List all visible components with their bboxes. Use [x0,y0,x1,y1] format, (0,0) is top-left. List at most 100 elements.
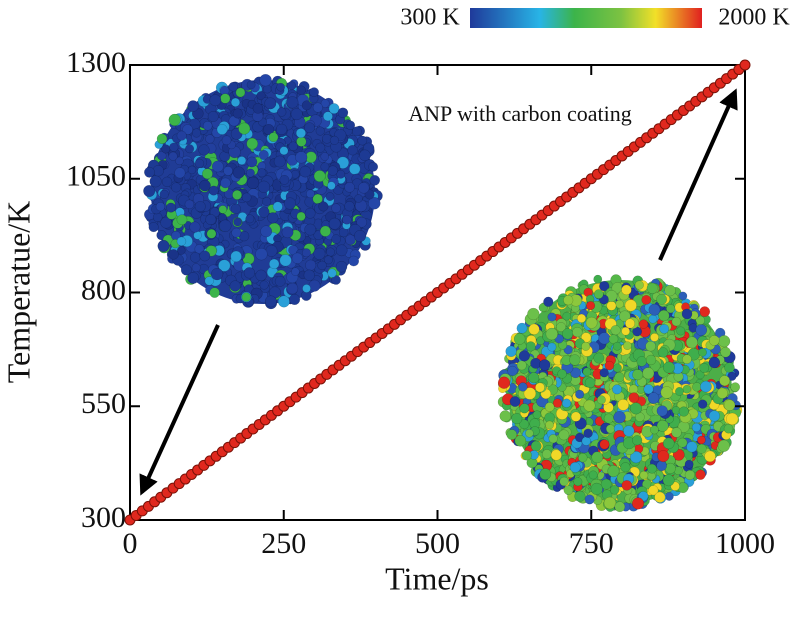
atom [246,176,260,190]
atom [335,244,348,257]
atom [176,214,188,226]
atom [505,345,517,357]
atom [159,189,169,200]
atom [211,160,224,173]
atom [532,410,542,419]
atom [180,264,192,276]
atom [230,97,241,107]
atom [569,461,581,473]
atom [246,168,255,178]
atom [199,179,211,192]
atom [273,155,286,168]
atom [263,124,275,136]
atom [156,133,168,145]
atom [648,485,659,496]
x-tick-label: 0 [123,527,138,560]
atom [209,94,222,107]
atom [328,217,341,230]
atom [726,412,739,426]
atom [304,223,317,236]
atom [550,449,562,461]
atom [344,201,355,212]
atom [327,181,336,190]
atom [295,128,306,139]
atom [161,144,171,154]
atom [279,146,289,156]
atom [678,291,688,301]
atom [354,194,363,203]
atom [516,360,527,371]
atom [730,382,741,392]
atom [511,412,523,425]
atom [275,123,288,136]
atom [276,82,285,92]
atom [596,395,606,405]
atom [296,211,306,221]
atom [291,252,304,265]
atom [700,380,712,393]
atom [632,435,643,446]
atom [309,87,319,97]
atom [260,225,273,238]
atom [624,299,637,312]
atom [545,420,554,430]
atom [267,212,279,224]
atom [368,196,381,210]
atom [507,365,518,377]
atom [231,227,242,238]
atom [704,450,716,463]
atom [643,384,654,395]
atom [545,327,558,341]
atom [677,437,688,448]
atom [161,176,173,188]
atom [295,151,308,164]
atom [286,96,299,109]
atom [279,254,292,267]
atom [207,111,219,123]
atom [612,341,622,351]
atom [202,121,213,131]
atom [648,314,658,324]
atom [218,259,231,272]
atom [548,434,558,444]
atom [174,167,186,179]
atom [586,301,596,311]
atom [629,402,642,415]
atom [331,203,341,214]
atom [691,422,701,432]
arrow [658,88,738,261]
colorbar-min-label: 300 K [400,5,460,31]
y-tick-label: 800 [81,273,126,306]
atom [617,399,630,411]
atom [156,150,167,161]
atom [612,363,622,373]
atom [543,296,554,307]
atom [342,214,352,225]
atom [648,303,661,316]
atom [206,228,217,239]
atom [191,263,201,273]
atom [313,247,326,260]
atom [607,465,620,478]
atom [303,269,315,281]
atom [199,250,211,262]
atom [708,410,721,422]
atom [369,174,381,186]
atom [624,318,636,329]
atom [301,248,311,258]
atom [619,310,631,322]
atom [241,192,252,203]
atom [176,246,186,255]
atom [185,144,195,154]
atom [563,295,574,306]
atom [272,201,283,212]
atom [257,168,267,178]
atom [345,234,356,246]
atom [327,268,337,278]
atom [628,384,639,394]
atom [530,440,542,452]
atom [708,356,721,369]
atom [259,73,272,87]
atom [724,362,735,373]
